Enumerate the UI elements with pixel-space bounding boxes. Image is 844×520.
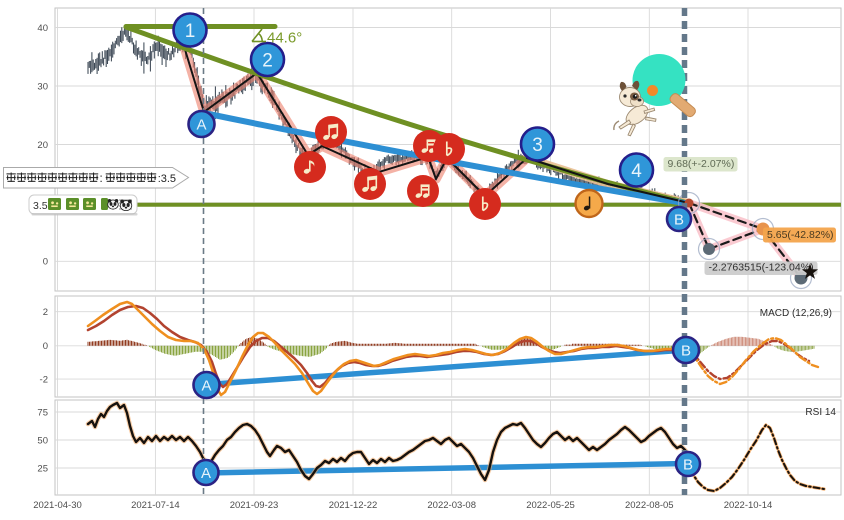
svg-text:2022-03-08: 2022-03-08	[427, 500, 476, 511]
svg-text:-2.2763515(-123.04%): -2.2763515(-123.04%)	[709, 262, 814, 274]
svg-text:2022-08-05: 2022-08-05	[625, 500, 674, 511]
svg-text:2: 2	[262, 50, 273, 71]
svg-text:44.6°: 44.6°	[267, 30, 302, 47]
svg-text:1: 1	[185, 21, 196, 42]
svg-text:4: 4	[631, 161, 642, 182]
svg-text:2022-05-25: 2022-05-25	[526, 500, 575, 511]
svg-text:5.65(-42.82%): 5.65(-42.82%)	[767, 229, 834, 241]
svg-text:30: 30	[37, 81, 48, 92]
svg-text:40: 40	[37, 23, 48, 34]
svg-text:A: A	[196, 116, 206, 133]
svg-text:2: 2	[43, 307, 48, 318]
svg-text:20: 20	[37, 140, 48, 151]
svg-text:3: 3	[532, 135, 543, 156]
svg-text:B: B	[681, 342, 691, 359]
svg-text:50: 50	[37, 435, 48, 446]
svg-text:0: 0	[43, 341, 48, 352]
svg-text:2021-12-22: 2021-12-22	[329, 500, 378, 511]
svg-text:3.5: 3.5	[33, 200, 48, 212]
svg-text:25: 25	[37, 463, 48, 474]
svg-text:-2: -2	[40, 374, 48, 385]
svg-text::: :	[100, 173, 103, 185]
svg-text:2021-04-30: 2021-04-30	[33, 500, 82, 511]
svg-text:MACD (12,26,9): MACD (12,26,9)	[760, 308, 832, 319]
svg-text:RSI 14: RSI 14	[805, 407, 836, 418]
svg-text:9.68(+-2.07%): 9.68(+-2.07%)	[668, 158, 735, 170]
svg-text:2021-09-23: 2021-09-23	[230, 500, 279, 511]
svg-text:B: B	[683, 456, 693, 473]
svg-text:A: A	[201, 465, 211, 482]
svg-text:A: A	[201, 377, 211, 394]
svg-text:2022-10-14: 2022-10-14	[724, 500, 773, 511]
svg-text:B: B	[674, 211, 684, 228]
svg-text:0: 0	[43, 257, 48, 268]
svg-text:2021-07-14: 2021-07-14	[131, 500, 180, 511]
svg-text::3.5: :3.5	[158, 173, 176, 185]
svg-text:75: 75	[37, 407, 48, 418]
